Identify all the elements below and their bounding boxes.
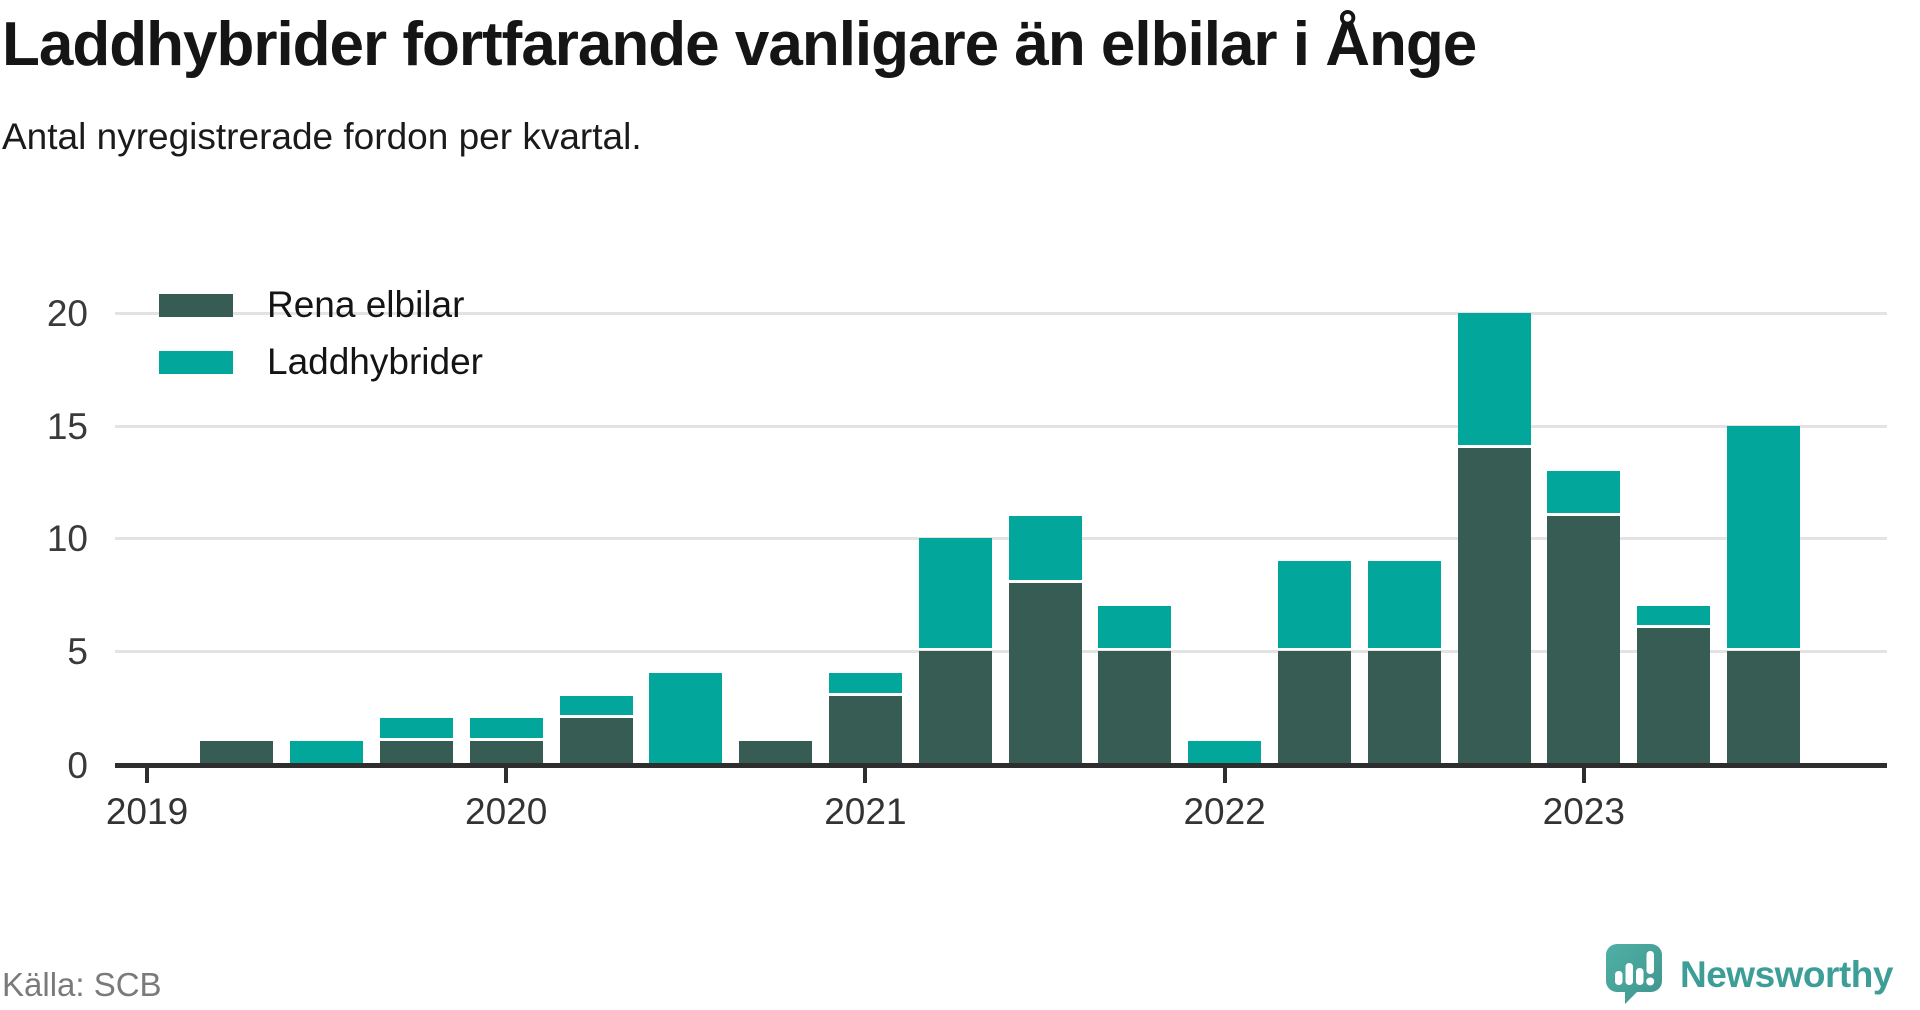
y-axis-label: 0 bbox=[67, 744, 88, 786]
bar-segment-laddhybrider-2020-q1 bbox=[469, 718, 543, 738]
bar-segment-rena-elbilar-2023-q2 bbox=[1637, 628, 1711, 763]
legend-label-laddhybrider: Laddhybrider bbox=[267, 341, 483, 382]
bar-segment-rena-elbilar-2021-q1 bbox=[828, 695, 902, 763]
bar-segment-rena-elbilar-2021-q4 bbox=[1098, 650, 1172, 763]
x-axis-year-label: 2021 bbox=[824, 791, 907, 832]
y-axis-label: 20 bbox=[46, 293, 88, 334]
bar-segment-laddhybrider-2020-q2 bbox=[559, 695, 633, 715]
x-axis-tick-2023 bbox=[1581, 768, 1586, 783]
bar-segment-laddhybrider-2020-q3 bbox=[649, 673, 723, 763]
gridline-10 bbox=[115, 537, 1887, 540]
legend-item-laddhybrider: Laddhybrider bbox=[159, 341, 483, 382]
x-axis-year-label: 2022 bbox=[1183, 791, 1266, 832]
bar-segment-laddhybrider-2022-q3 bbox=[1367, 560, 1441, 648]
gridline-5 bbox=[115, 649, 1887, 653]
bar-segment-rena-elbilar-2020-q4 bbox=[739, 740, 813, 763]
y-axis-label: 10 bbox=[46, 518, 88, 559]
gridline-20 bbox=[115, 312, 1887, 315]
x-axis-year-label: 2019 bbox=[105, 791, 189, 832]
x-axis-tick-2021 bbox=[863, 768, 868, 783]
bar-segment-laddhybrider-2021-q4 bbox=[1098, 605, 1172, 648]
chart-subtitle: Antal nyregistrerade fordon per kvartal. bbox=[2, 116, 642, 157]
chart-legend: Rena elbilar Laddhybrider bbox=[159, 284, 483, 402]
bar-segment-laddhybrider-2022-q2 bbox=[1277, 560, 1351, 648]
bar-segment-rena-elbilar-2022-q2 bbox=[1277, 650, 1351, 763]
bar-segment-laddhybrider-2023-q2 bbox=[1637, 605, 1711, 625]
bar-segment-rena-elbilar-2019-q4 bbox=[379, 740, 453, 763]
bar-segment-laddhybrider-2021-q3 bbox=[1008, 515, 1082, 580]
newsworthy-logo: Newsworthy bbox=[1606, 944, 1893, 1004]
bar-segment-laddhybrider-2019-q4 bbox=[379, 718, 453, 738]
x-axis-tick-2019 bbox=[145, 768, 149, 783]
legend-item-rena-elbilar: Rena elbilar bbox=[159, 284, 483, 325]
bar-segment-rena-elbilar-2021-q2 bbox=[918, 650, 992, 763]
legend-swatch-rena-elbilar bbox=[159, 293, 233, 317]
bar-segment-rena-elbilar-2022-q4 bbox=[1457, 448, 1531, 763]
bar-segment-rena-elbilar-2022-q3 bbox=[1367, 650, 1441, 763]
bar-segment-laddhybrider-2023-q3 bbox=[1726, 425, 1800, 648]
legend-label-rena-elbilar: Rena elbilar bbox=[267, 284, 465, 325]
x-axis-line bbox=[115, 763, 1887, 768]
bar-segment-laddhybrider-2021-q1 bbox=[828, 673, 902, 693]
bar-segment-rena-elbilar-2020-q1 bbox=[469, 740, 543, 763]
bar-segment-laddhybrider-2022-q4 bbox=[1457, 313, 1531, 445]
source-label: Källa: SCB bbox=[2, 966, 162, 1003]
bar-segment-rena-elbilar-2021-q3 bbox=[1008, 583, 1082, 763]
bar-segment-laddhybrider-2023-q1 bbox=[1547, 470, 1621, 513]
legend-swatch-laddhybrider bbox=[159, 350, 233, 374]
x-axis-tick-2020 bbox=[504, 768, 509, 783]
y-axis-label: 15 bbox=[46, 405, 88, 447]
bar-segment-laddhybrider-2021-q2 bbox=[918, 538, 992, 648]
x-axis-tick-2022 bbox=[1222, 768, 1227, 783]
bar-segment-rena-elbilar-2020-q2 bbox=[559, 718, 633, 763]
bar-segment-rena-elbilar-2019-q2 bbox=[200, 740, 274, 763]
bar-segment-rena-elbilar-2023-q1 bbox=[1547, 515, 1621, 763]
bar-segment-rena-elbilar-2023-q3 bbox=[1726, 650, 1800, 763]
bar-segment-laddhybrider-2022-q1 bbox=[1188, 740, 1262, 763]
x-axis-year-label: 2023 bbox=[1542, 791, 1625, 832]
bar-segment-laddhybrider-2019-q3 bbox=[290, 740, 364, 763]
gridline-15 bbox=[115, 424, 1887, 428]
x-axis-year-label: 2020 bbox=[465, 791, 548, 832]
chart-title: Laddhybrider fortfarande vanligare än el… bbox=[2, 10, 1477, 79]
newsworthy-speech-bubble-chart-icon bbox=[1606, 944, 1662, 1004]
y-axis-label: 5 bbox=[67, 630, 88, 672]
newsworthy-wordmark: Newsworthy bbox=[1680, 954, 1893, 995]
